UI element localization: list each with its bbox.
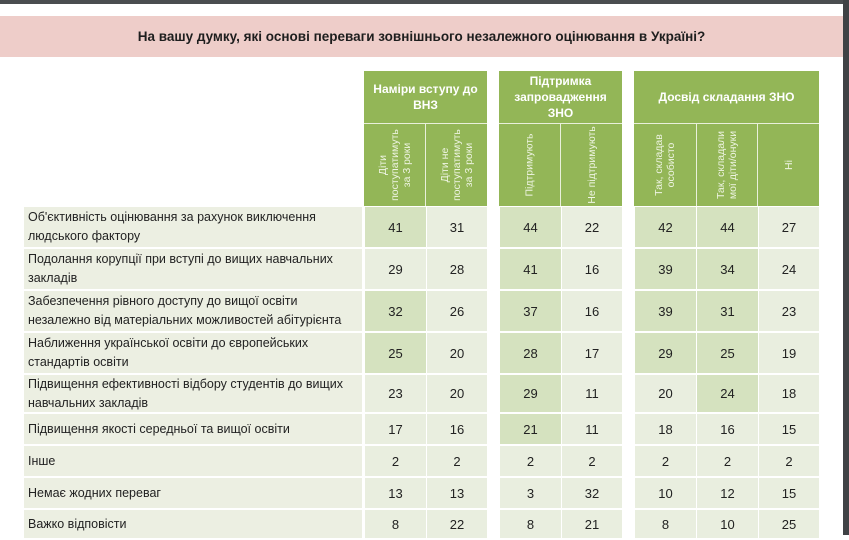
value-cell: 39 [634,291,696,333]
question-text: На вашу думку, які основі переваги зовні… [137,29,706,44]
value-cell: 2 [696,446,758,478]
value-cell: 18 [758,375,819,414]
value-cell: 2 [364,446,426,478]
row-label: Підвищення якості середньої та вищої осв… [24,414,362,446]
value-cell: 11 [561,375,622,414]
value-cell: 24 [696,375,758,414]
value-cell: 16 [561,249,622,291]
value-cell: 31 [426,207,487,249]
value-cell: 37 [499,291,561,333]
value-cell: 20 [426,375,487,414]
value-cell: 25 [696,333,758,375]
row-label: Підвищення ефективності відбору студенті… [24,375,362,414]
value-cell: 8 [499,510,561,540]
row-label: Забезпечення рівного доступу до вищої ос… [24,291,362,333]
row-label: Наближення української освіти до європей… [24,333,362,375]
group-header-university-intent: Наміри вступу до ВНЗ Діти поступатимуть … [364,71,487,206]
value-cell: 22 [561,207,622,249]
value-cell: 20 [634,375,696,414]
value-cell: 41 [364,207,426,249]
value-cell: 32 [561,478,622,510]
column-header: Не підтримують [560,124,622,206]
row-label: Немає жодних переваг [24,478,362,510]
value-cell: 11 [561,414,622,446]
value-cell: 29 [499,375,561,414]
value-cell: 8 [364,510,426,540]
value-cell: 21 [499,414,561,446]
value-cell: 23 [364,375,426,414]
value-cell: 25 [364,333,426,375]
value-cell: 2 [758,446,819,478]
column-header: Ні [757,124,819,206]
group-label: Наміри вступу до ВНЗ [364,71,487,124]
value-cell: 10 [634,478,696,510]
window-right-edge [843,0,849,535]
value-cell: 13 [364,478,426,510]
value-cell: 24 [758,249,819,291]
value-cell: 27 [758,207,819,249]
group-header-zno-support: Підтримка запровадження ЗНО Підтримують … [499,71,622,206]
value-cell: 28 [426,249,487,291]
value-cell: 2 [499,446,561,478]
value-cell: 22 [426,510,487,540]
value-cell: 23 [758,291,819,333]
value-cell: 16 [426,414,487,446]
group-label: Підтримка запровадження ЗНО [499,71,622,124]
column-header: Так, складав особисто [653,134,677,196]
value-cell: 8 [634,510,696,540]
value-cell: 21 [561,510,622,540]
value-cell: 3 [499,478,561,510]
row-label: Об'єктивність оцінювання за рахунок викл… [24,207,362,249]
value-cell: 17 [561,333,622,375]
value-cell: 10 [696,510,758,540]
value-cell: 20 [426,333,487,375]
value-cell: 31 [696,291,758,333]
group-label: Досвід складання ЗНО [634,71,819,124]
column-header: Підтримують [523,133,536,197]
value-cell: 42 [634,207,696,249]
value-cell: 16 [696,414,758,446]
row-label: Інше [24,446,362,478]
survey-question-title: На вашу думку, які основі переваги зовні… [0,16,843,57]
row-label: Важко відповісти [24,510,362,540]
value-cell: 28 [499,333,561,375]
row-label: Подолання корупції при вступі до вищих н… [24,249,362,291]
value-cell: 34 [696,249,758,291]
value-cell: 19 [758,333,819,375]
value-cell: 17 [364,414,426,446]
value-cell: 15 [758,414,819,446]
value-cell: 29 [364,249,426,291]
value-cell: 2 [634,446,696,478]
column-header: Діти не поступатимуть за 3 роки [425,124,487,206]
column-header: Так, складали мої діти/онуки [696,124,758,206]
value-cell: 12 [696,478,758,510]
group-header-zno-experience: Досвід складання ЗНО Так, складав особис… [634,71,819,206]
column-header: Діти поступатимуть за 3 роки [376,129,413,201]
value-cell: 44 [696,207,758,249]
value-cell: 13 [426,478,487,510]
value-cell: 39 [634,249,696,291]
value-cell: 2 [561,446,622,478]
window-top-edge [0,0,849,4]
value-cell: 32 [364,291,426,333]
value-cell: 25 [758,510,819,540]
value-cell: 29 [634,333,696,375]
value-cell: 16 [561,291,622,333]
value-cell: 41 [499,249,561,291]
value-cell: 2 [426,446,487,478]
value-cell: 15 [758,478,819,510]
value-cell: 18 [634,414,696,446]
value-cell: 26 [426,291,487,333]
value-cell: 44 [499,207,561,249]
